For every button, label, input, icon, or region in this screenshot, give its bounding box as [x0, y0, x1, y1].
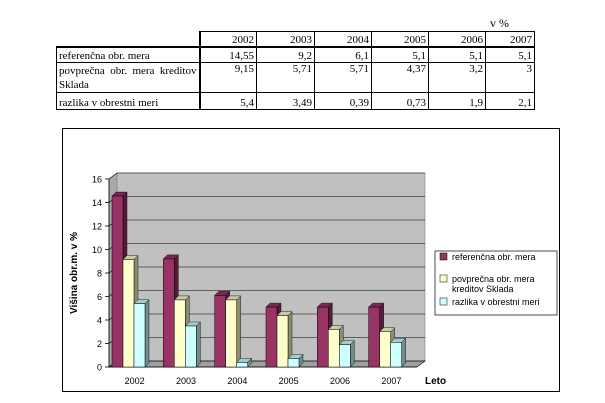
bar [276, 315, 289, 368]
bar [339, 344, 351, 368]
y-tick-label: 8 [97, 269, 102, 279]
bar [185, 325, 197, 368]
table-cell: 9,15 [198, 62, 257, 93]
year-header: 2003 [256, 31, 315, 48]
table-corner-cell [56, 31, 200, 48]
bar [133, 303, 146, 368]
x-tick-label: 2005 [279, 376, 299, 386]
bar [163, 258, 175, 368]
year-header: 2005 [371, 31, 429, 48]
table-cell: 6,1 [314, 46, 372, 63]
bar [236, 362, 248, 368]
table-cell: 3,2 [428, 62, 486, 93]
legend-box [434, 250, 558, 316]
row-label: referenčna obr. mera [56, 46, 200, 63]
table-cell: 5,4 [198, 92, 257, 110]
chart-area: 0 2 4 6 8 10 12 14 16 2002 2003 2004 2005 2006 2007 Viš… [62, 128, 560, 392]
bar [317, 306, 329, 368]
bar [122, 259, 135, 368]
table-cell: 5,1 [485, 46, 535, 63]
x-tick-label: 2006 [330, 376, 350, 386]
y-tick-label: 2 [97, 339, 102, 349]
table-header-row: 2002 2003 2004 2005 2006 2007 [56, 31, 535, 48]
legend-swatch [439, 274, 448, 283]
x-tick-label: 2004 [227, 376, 247, 386]
bar [214, 295, 226, 368]
table-row: referenčna obr. mera 14,55 9,2 6,1 5,1 5… [56, 46, 535, 63]
bar [265, 306, 278, 368]
year-header: 2002 [198, 31, 257, 48]
year-header: 2006 [428, 31, 486, 48]
y-tick-label: 16 [92, 175, 102, 185]
table-cell: 2,1 [485, 92, 535, 110]
year-header: 2007 [485, 31, 535, 48]
table-cell: 5,71 [256, 62, 315, 93]
y-tick-label: 10 [92, 245, 102, 255]
table-cell: 4,37 [371, 62, 429, 93]
y-axis-title: Višina obr.m. v % [69, 232, 80, 314]
legend-swatch [439, 297, 448, 306]
bar [111, 195, 124, 368]
data-table: 2002 2003 2004 2005 2006 2007 referenčna… [56, 31, 535, 110]
table-cell: 0,39 [314, 92, 372, 110]
legend-label: kreditov Sklada [452, 284, 514, 294]
gridline [108, 172, 425, 180]
x-tick-label: 2007 [381, 376, 401, 386]
table-cell: 5,71 [314, 62, 372, 93]
year-header: 2004 [314, 31, 372, 48]
legend-label: referenčna obr. mera [452, 252, 536, 262]
table-cell: 3 [485, 62, 535, 93]
bar [287, 358, 300, 368]
legend-swatch [439, 252, 448, 261]
bar [328, 329, 340, 368]
table-cell: 0,73 [371, 92, 429, 110]
legend-label: povprečna obr. mera [452, 274, 535, 284]
bar-side [401, 337, 406, 368]
bar [390, 342, 402, 368]
row-label: razlika v obrestni meri [56, 92, 200, 110]
legend-label: razlika v obrestni meri [452, 297, 540, 307]
bar-side [196, 321, 201, 368]
bar [368, 306, 380, 368]
y-tick-label: 12 [92, 222, 102, 232]
y-tick-label: 6 [97, 292, 102, 302]
table-cell: 3,49 [256, 92, 315, 110]
x-tick-label: 2002 [125, 376, 145, 386]
table-cell: 1,9 [428, 92, 486, 110]
table-cell: 9,2 [256, 46, 315, 63]
bar [225, 299, 237, 368]
y-tick-label: 4 [97, 316, 102, 326]
table-cell: 5,1 [428, 46, 486, 63]
table-row: razlika v obrestni meri 5,4 3,49 0,39 0,… [56, 92, 535, 110]
bar-side [144, 299, 150, 368]
bar-side [236, 295, 241, 368]
bar [174, 299, 186, 368]
x-tick-label: 2003 [176, 376, 196, 386]
y-tick-label: 14 [92, 198, 102, 208]
row-label: povprečna obr. mera kreditov Sklada [56, 62, 200, 93]
unit-label: v % [490, 16, 509, 30]
bar [379, 331, 391, 368]
table-cell: 5,1 [371, 46, 429, 63]
bar-side [350, 340, 355, 368]
table-row: povprečna obr. mera kreditov Sklada 9,15… [56, 62, 535, 93]
x-axis-title: Leto [425, 376, 446, 387]
y-tick-label: 0 [97, 363, 102, 373]
table-cell: 14,55 [198, 46, 257, 63]
bar-chart: 0 2 4 6 8 10 12 14 16 2002 2003 2004 2005 2006 2007 Viš… [69, 172, 558, 387]
